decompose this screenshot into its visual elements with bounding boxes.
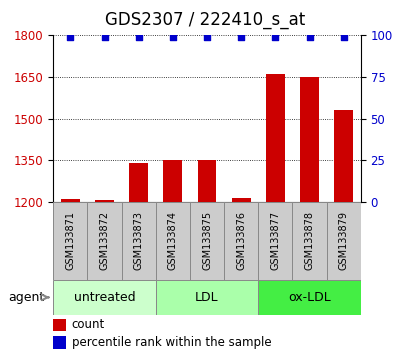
- Bar: [53, 280, 155, 315]
- Text: GDS2307 / 222410_s_at: GDS2307 / 222410_s_at: [105, 11, 304, 29]
- Bar: [197, 160, 216, 202]
- Point: [272, 34, 278, 40]
- Text: GSM133872: GSM133872: [99, 211, 109, 270]
- Text: GSM133878: GSM133878: [304, 211, 314, 270]
- Bar: [87, 202, 121, 280]
- Text: GSM133879: GSM133879: [338, 211, 348, 270]
- Text: GSM133875: GSM133875: [202, 211, 211, 270]
- Bar: [155, 280, 258, 315]
- Text: untreated: untreated: [74, 291, 135, 304]
- Bar: [155, 202, 189, 280]
- Bar: [61, 199, 80, 202]
- Bar: [53, 319, 65, 331]
- Bar: [53, 202, 87, 280]
- Text: count: count: [72, 319, 105, 331]
- Text: agent: agent: [9, 291, 45, 304]
- Text: percentile rank within the sample: percentile rank within the sample: [72, 336, 271, 349]
- Text: GSM133876: GSM133876: [236, 211, 246, 270]
- Bar: [53, 336, 65, 349]
- Bar: [299, 77, 318, 202]
- Point: [169, 34, 176, 40]
- Text: GSM133874: GSM133874: [167, 211, 178, 270]
- Bar: [189, 202, 224, 280]
- Point: [306, 34, 312, 40]
- Text: ox-LDL: ox-LDL: [288, 291, 330, 304]
- Bar: [224, 202, 258, 280]
- Text: LDL: LDL: [195, 291, 218, 304]
- Bar: [258, 280, 360, 315]
- Bar: [258, 202, 292, 280]
- Bar: [129, 163, 148, 202]
- Point: [237, 34, 244, 40]
- Text: GSM133873: GSM133873: [133, 211, 144, 270]
- Text: GSM133871: GSM133871: [65, 211, 75, 270]
- Text: GSM133877: GSM133877: [270, 211, 280, 270]
- Bar: [292, 202, 326, 280]
- Bar: [163, 160, 182, 202]
- Point: [203, 34, 210, 40]
- Bar: [333, 110, 352, 202]
- Point: [67, 34, 74, 40]
- Point: [339, 34, 346, 40]
- Bar: [265, 74, 284, 202]
- Point: [135, 34, 142, 40]
- Bar: [95, 200, 114, 202]
- Bar: [121, 202, 155, 280]
- Point: [101, 34, 108, 40]
- Bar: [326, 202, 360, 280]
- Bar: [231, 198, 250, 202]
